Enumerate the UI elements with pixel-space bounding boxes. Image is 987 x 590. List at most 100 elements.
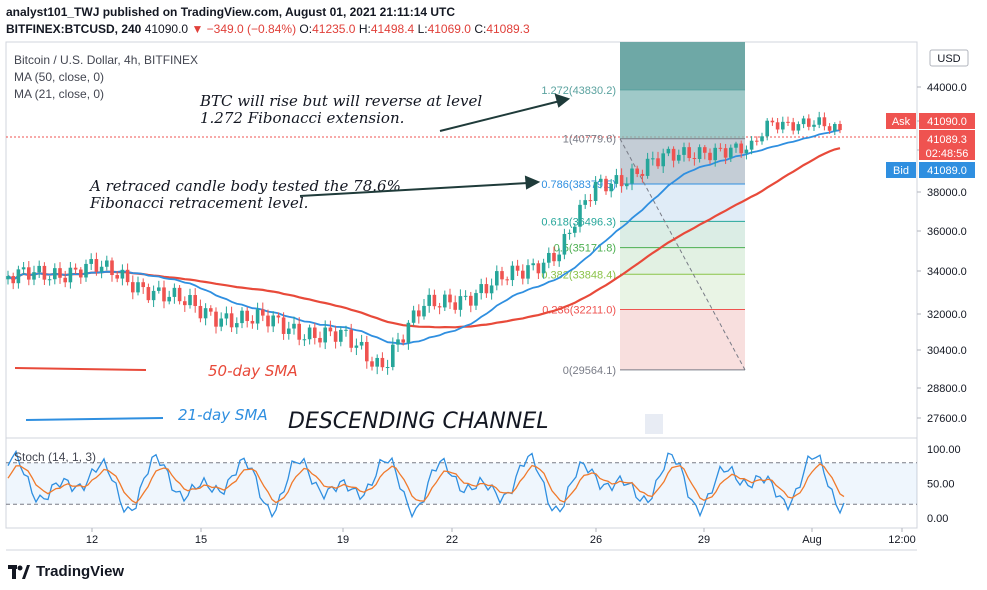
candle-body (99, 266, 104, 272)
last-price: 41090.0 (144, 22, 189, 36)
fib-zone (620, 309, 745, 370)
chart-title: Bitcoin / U.S. Dollar, 4h, BITFINEX (14, 53, 199, 67)
candle-body (760, 136, 764, 142)
candle-body (261, 309, 265, 316)
candle-body (281, 317, 286, 334)
y-tick-label: 27600.0 (927, 413, 967, 425)
ma21-legend: MA (21, close, 0) (14, 87, 105, 101)
candle-body (578, 204, 582, 227)
sma21-legend-line (25, 417, 164, 421)
fib-zone (620, 184, 745, 222)
candle-body (775, 122, 780, 130)
candle-body (536, 263, 541, 274)
candle-body (547, 252, 551, 263)
currency-button[interactable] (929, 49, 969, 67)
candle-body (11, 276, 15, 284)
candle-body (448, 294, 452, 303)
stoch-k-line (7, 449, 845, 519)
candle-body (323, 327, 327, 343)
candle-body (172, 287, 177, 297)
candle-body (619, 175, 624, 187)
candle-body (162, 287, 166, 302)
candle-body (396, 339, 400, 345)
arrow-retrace (299, 182, 529, 197)
candle-body (370, 361, 374, 367)
candle-body (240, 310, 244, 324)
time-marker (645, 414, 663, 434)
ask-label: Ask (892, 116, 911, 128)
change-arrow: ▼ (191, 22, 204, 36)
candle-body (235, 323, 239, 328)
candle-body (94, 259, 99, 272)
candle-body (599, 178, 603, 182)
candle-body (349, 329, 353, 348)
candle-body (443, 294, 447, 308)
change-value: −349.0 (−0.84%) (206, 22, 297, 36)
candle-body (463, 295, 468, 297)
candle-body (645, 158, 650, 176)
x-tick-label: 29 (698, 534, 710, 546)
x-tick-label: 12 (86, 534, 98, 546)
arrow-retrace-head (524, 175, 541, 190)
candle-body (354, 345, 359, 348)
candle-body (827, 126, 832, 131)
x-tick-label: 22 (446, 534, 458, 546)
candle-body (292, 323, 296, 329)
ask-value-tag (919, 113, 975, 129)
candle-body (365, 341, 369, 362)
tradingview-logo[interactable]: TradingView (8, 563, 124, 580)
candle-body (37, 265, 41, 273)
candle-body (339, 329, 343, 342)
candle-body (359, 341, 364, 346)
candle-body (781, 121, 785, 130)
candle-body (437, 306, 442, 308)
candle-body (21, 267, 26, 270)
fib-trend-line (619, 138, 746, 371)
candle-body (188, 295, 192, 306)
candle-body (526, 265, 530, 279)
fib-zone-extension-top (620, 42, 745, 90)
ohlc-line: BITFINEX:BTCUSD, 240 41090.0 ▼ −349.0 (−… (6, 22, 530, 36)
brand-name: TradingView (36, 563, 125, 580)
candle-body (427, 294, 431, 306)
fib-level-label: 0.382(33848.4) (541, 269, 616, 281)
y-tick-label: 34000.0 (927, 266, 967, 278)
candle-body (521, 270, 525, 279)
candle-body (375, 357, 379, 367)
candle-body (27, 267, 31, 280)
sma50-legend-line (14, 367, 147, 371)
candle-body (313, 327, 317, 338)
candle-body (125, 269, 130, 283)
candle-body (229, 313, 234, 328)
candle-body (120, 269, 125, 279)
candle-body (209, 308, 213, 312)
candle-body (131, 282, 135, 293)
bid-value-tag (919, 162, 975, 178)
candle-body (656, 158, 660, 167)
candle-body (833, 123, 837, 131)
candle-body (136, 282, 140, 293)
candle-body (276, 315, 281, 318)
fib-zone (620, 274, 745, 310)
candle-body (266, 315, 270, 327)
candle-body (531, 263, 535, 266)
x-tick-label: Aug (802, 534, 822, 546)
candle-body (307, 327, 312, 340)
candle-body (479, 284, 483, 294)
candle-body (68, 267, 73, 283)
candle-body (224, 313, 229, 319)
candle-body (573, 226, 577, 233)
candle-body (219, 318, 223, 327)
candle-body (697, 147, 702, 159)
high-value: 41498.4 (370, 22, 415, 36)
candle-body (593, 181, 598, 201)
candle-body (765, 120, 769, 137)
annotation-extension-line1: BTC will rise but will reverse at level (199, 92, 482, 110)
fib-zone (620, 138, 745, 185)
candle-body (411, 310, 416, 323)
candle-body (749, 140, 754, 150)
close-value: 41089.3 (486, 22, 530, 36)
candle-body (567, 232, 572, 234)
low-value: 41069.0 (427, 22, 471, 36)
